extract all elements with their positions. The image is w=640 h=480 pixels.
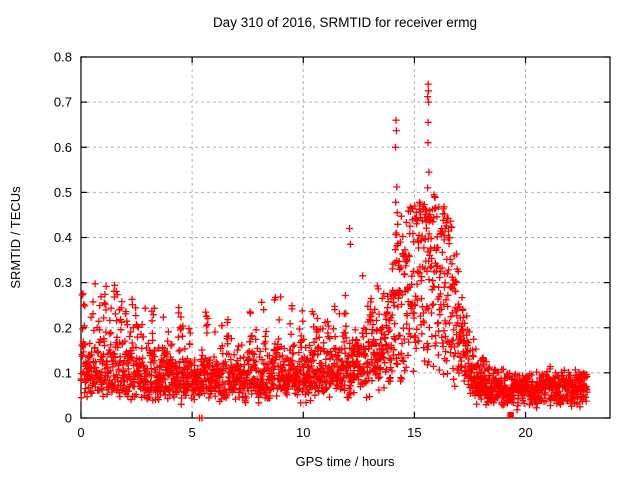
- chart-title: Day 310 of 2016, SRMTID for receiver erm…: [213, 15, 477, 30]
- x-axis-label: GPS time / hours: [296, 454, 395, 469]
- tick-labels: 0 5 10 15 20 0 0.1 0.2 0.3 0.4 0.5 0.6 0.7 0.8: [54, 50, 533, 441]
- y-tick-label: 0: [65, 411, 72, 426]
- y-axis-label: SRMTID / TECUs: [8, 186, 23, 289]
- y-tick-label: 0.2: [54, 320, 72, 335]
- y-tick-label: 0.5: [54, 185, 72, 200]
- data-points: [77, 80, 591, 422]
- x-tick-label: 0: [77, 425, 84, 440]
- grid-lines: [81, 57, 610, 418]
- zero-cluster-square-marker: [507, 412, 514, 419]
- y-tick-label: 0.7: [54, 95, 72, 110]
- x-tick-label: 20: [518, 425, 532, 440]
- scatter-plus-markers: [77, 80, 591, 422]
- x-tick-label: 5: [189, 425, 196, 440]
- x-tick-label: 10: [296, 425, 310, 440]
- x-tick-label: 15: [407, 425, 421, 440]
- y-tick-label: 0.3: [54, 275, 72, 290]
- y-tick-label: 0.8: [54, 50, 72, 65]
- y-tick-label: 0.6: [54, 140, 72, 155]
- y-tick-label: 0.1: [54, 365, 72, 380]
- y-tick-label: 0.4: [54, 230, 72, 245]
